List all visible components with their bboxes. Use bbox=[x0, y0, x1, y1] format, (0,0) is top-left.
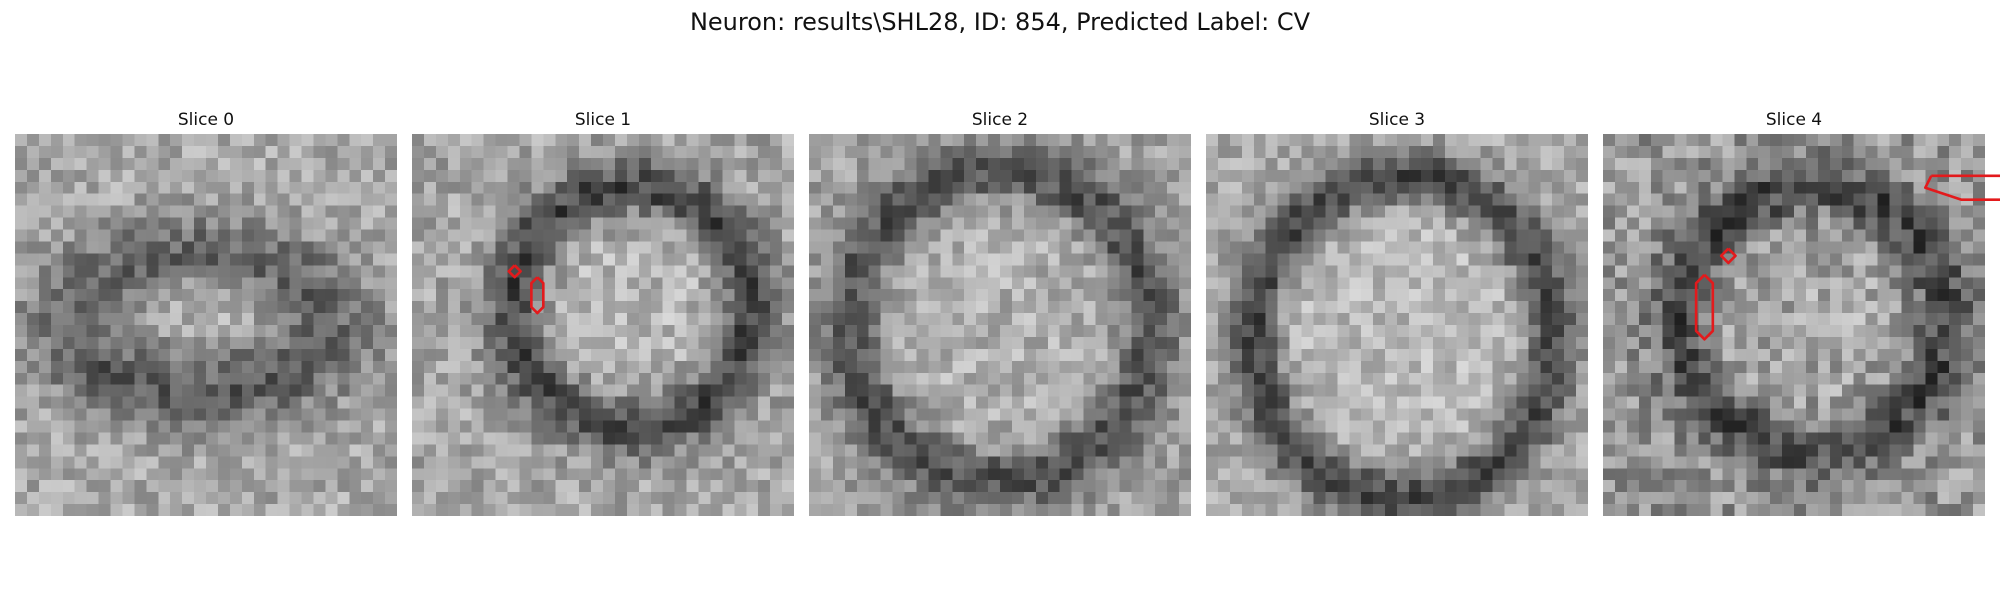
slice-2-title: Slice 2 bbox=[971, 110, 1029, 130]
slice-1-contour-1 bbox=[530, 276, 545, 315]
slice-0-title: Slice 0 bbox=[177, 110, 235, 130]
slice-2-contours bbox=[809, 134, 1191, 516]
slice-4-contour-4 bbox=[1694, 273, 1715, 341]
slice-1-title: Slice 1 bbox=[574, 110, 632, 130]
slice-1-contours bbox=[507, 264, 545, 315]
slice-4-image bbox=[1603, 134, 1985, 516]
slice-4-title: Slice 4 bbox=[1765, 110, 1823, 130]
slice-2-panel bbox=[809, 134, 1191, 516]
slice-0-contours bbox=[15, 134, 397, 516]
slice-1-contour-0 bbox=[507, 264, 522, 279]
slice-2-image bbox=[809, 134, 1191, 516]
slice-4-panel bbox=[1603, 134, 2000, 516]
slice-4-contour-0 bbox=[1923, 174, 2000, 201]
slice-1-image bbox=[412, 134, 794, 516]
slice-0-image bbox=[15, 134, 397, 516]
slice-3-title: Slice 3 bbox=[1368, 110, 1426, 130]
slice-0-panel bbox=[15, 134, 397, 516]
slice-3-image bbox=[1206, 134, 1588, 516]
slice-4-contours bbox=[1694, 174, 2000, 341]
slice-3-panel bbox=[1206, 134, 1588, 516]
slice-4-contour-3 bbox=[1719, 247, 1737, 265]
slice-1-panel bbox=[412, 134, 794, 516]
slice-3-contours bbox=[1206, 134, 1588, 516]
figure-title: Neuron: results\SHL28, ID: 854, Predicte… bbox=[689, 8, 1311, 36]
